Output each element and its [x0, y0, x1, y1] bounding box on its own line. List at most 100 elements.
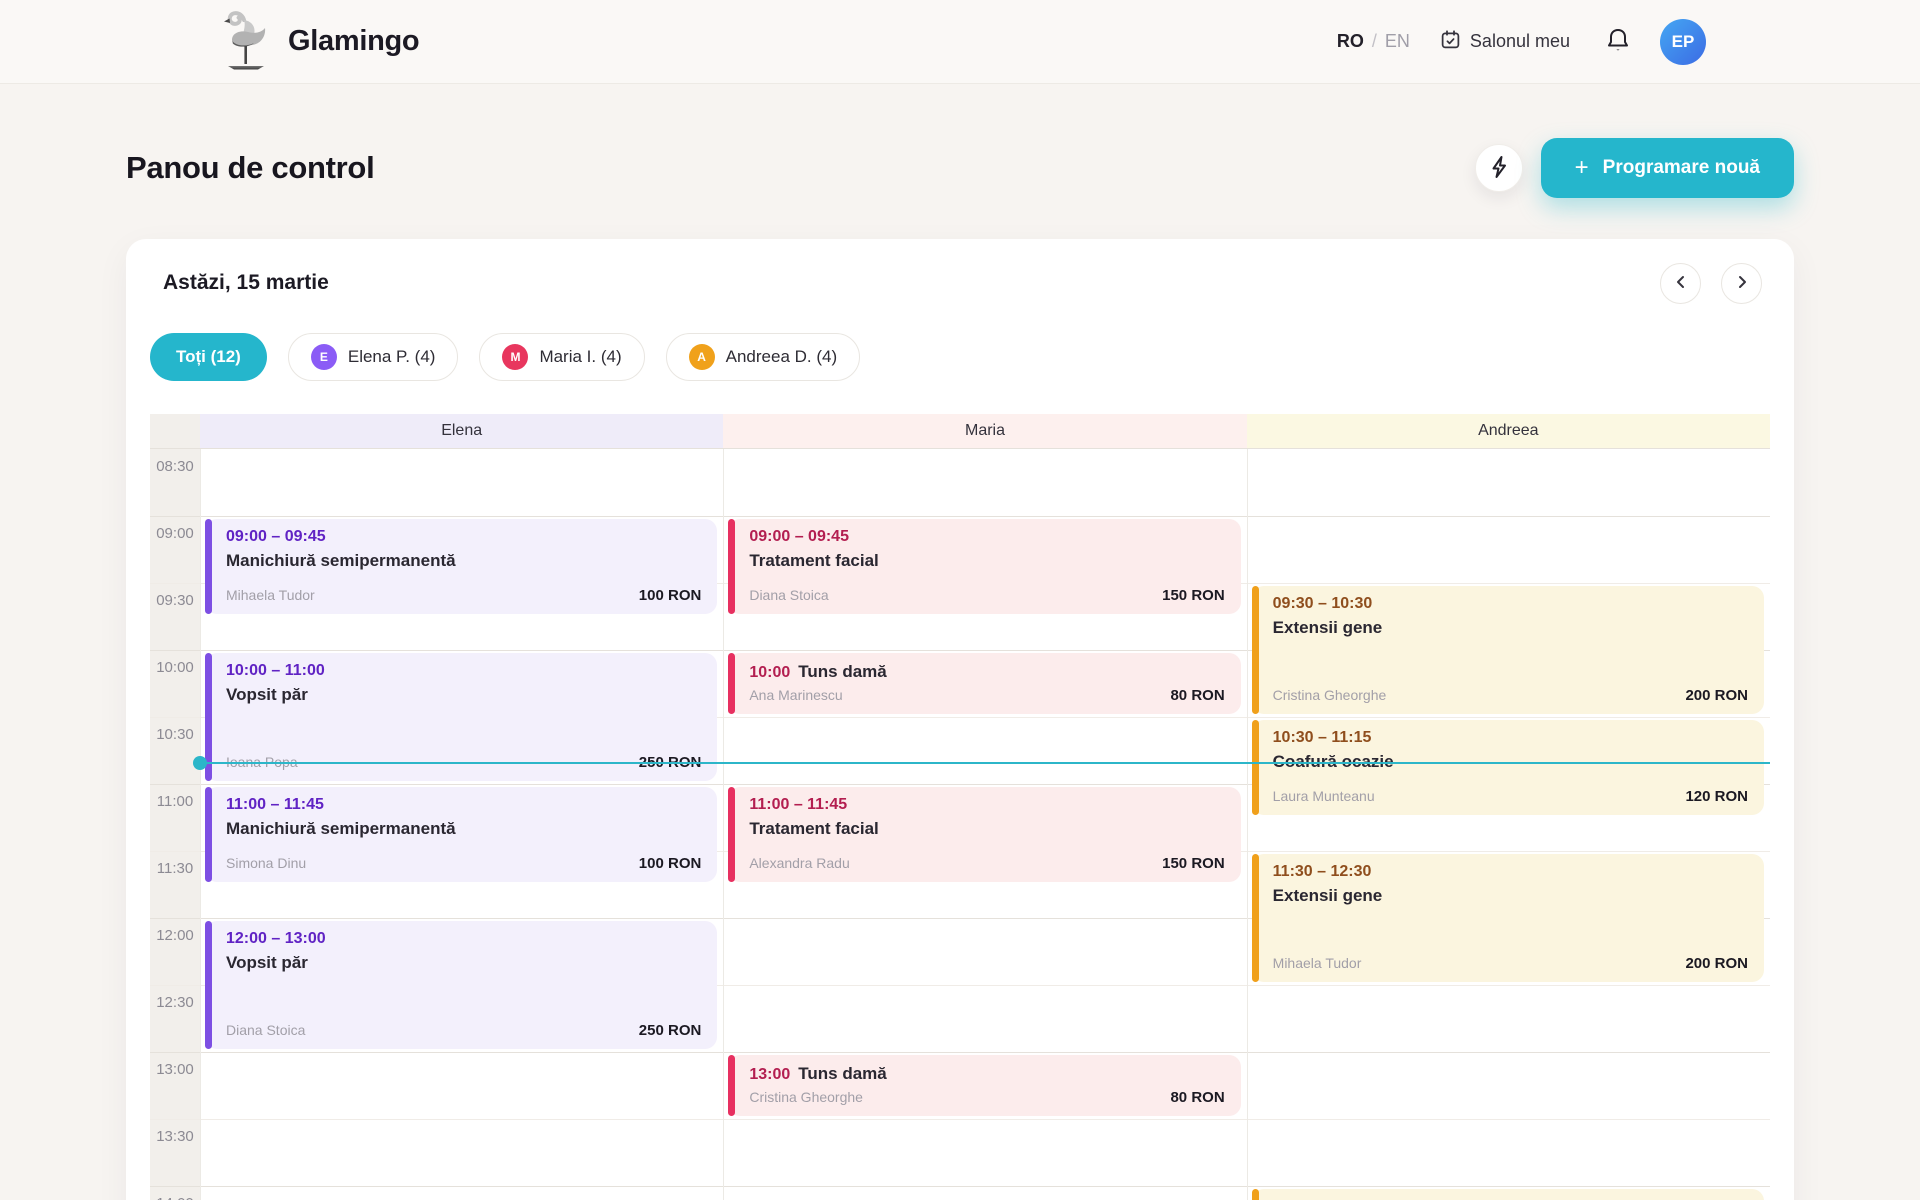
language-active[interactable]: RO	[1336, 31, 1364, 51]
appointment-footer: Cristina Gheorghe 80 RON	[749, 1089, 1224, 1106]
appointment-price: 80 RON	[1170, 1089, 1225, 1106]
current-time-dot	[193, 755, 207, 770]
appointment-accent-bar	[205, 921, 212, 1049]
appointment-client: Laura Munteanu	[1272, 787, 1375, 804]
column-header-elena: Elena	[200, 414, 724, 448]
appointment-service: Coafură ocazie	[1272, 752, 1394, 771]
appointment-card[interactable]: 12:00 – 13:00 Vopsit păr Diana Stoica 250 R…	[205, 921, 718, 1049]
filter-chip-label: Andreea D. (4)	[725, 347, 838, 366]
appointment-price: 200 RON	[1685, 687, 1748, 704]
appointment-time: 13:00	[749, 1066, 791, 1083]
filter-chip-all[interactable]: Toți (12)	[150, 333, 267, 381]
appointment-footer: Laura Munteanu 120 RON	[1273, 788, 1748, 805]
appointment-main: 13:00 Tuns damă	[749, 1064, 1224, 1084]
chevron-left-icon	[1674, 275, 1688, 292]
grid-line	[150, 717, 1770, 718]
time-column-header	[150, 414, 200, 448]
page-title: Panou de control	[126, 150, 375, 185]
appointment-client: Mihaela Tudor	[1272, 955, 1362, 971]
time-label: 13:00	[156, 1061, 194, 1078]
filter-chip-andreea[interactable]: A Andreea D. (4)	[665, 333, 861, 381]
filter-chip-maria[interactable]: M Maria I. (4)	[479, 333, 645, 381]
appointment-time: 11:00 – 11:45	[226, 796, 324, 813]
appointment-time: 09:00 – 09:45	[749, 528, 849, 545]
appointment-client: Cristina Gheorghe	[749, 1089, 863, 1105]
appointment-footer: Diana Stoica 250 RON	[226, 1022, 701, 1039]
appointment-client: Alexandra Radu	[749, 854, 850, 871]
previous-day-button[interactable]	[1660, 262, 1701, 304]
time-column: 08:30 09:00 09:30 10:00 10:30 11:00 11:30 12:00…	[150, 449, 200, 1200]
appointment-accent-bar	[205, 653, 212, 781]
next-day-button[interactable]	[1721, 262, 1762, 304]
appointment-time: 11:00 – 11:45	[749, 796, 848, 813]
time-label: 14:00	[150, 1186, 200, 1200]
calendar-check-icon	[1440, 29, 1461, 55]
time-label: 09:30	[156, 592, 194, 609]
appointment-main: 09:00 – 09:45 Manichiură semipermanentă	[226, 528, 701, 571]
language-separator: /	[1371, 31, 1377, 51]
time-label: 13:30	[156, 1128, 194, 1145]
appointment-footer: Simona Dinu 100 RON	[226, 855, 701, 872]
language-inactive[interactable]: EN	[1384, 31, 1410, 51]
appointment-card[interactable]: 09:30 – 10:30 Extensii gene Cristina Gheor…	[1251, 586, 1764, 714]
language-switcher[interactable]: RO / EN	[1337, 31, 1410, 52]
page-content: Panou de control + Programare nouă	[0, 138, 1920, 1200]
time-label: 12:30	[156, 994, 194, 1011]
current-time-line	[193, 755, 1770, 770]
appointment-time: 10:00 – 11:00	[226, 662, 325, 679]
appointment-price: 100 RON	[638, 854, 702, 872]
appointment-price: 100 RON	[638, 586, 702, 604]
time-label: 12:00	[156, 927, 194, 944]
appointment-time: 12:00 – 13:00	[226, 930, 326, 947]
brand: Glamingo	[220, 8, 420, 75]
staff-avatar: A	[688, 344, 715, 370]
appointment-accent-bar	[1251, 1189, 1259, 1200]
salon-menu-label: Salonul meu	[1469, 31, 1570, 51]
appointment-service: Manichiură semipermanentă	[226, 819, 456, 838]
grid-line	[150, 1052, 1770, 1053]
appointment-card[interactable]: 10:00 Tuns damă Ana Marinescu 80 RON	[728, 653, 1241, 714]
quick-action-button[interactable]	[1474, 144, 1523, 192]
salon-menu[interactable]: Salonul meu	[1440, 29, 1570, 55]
appointment-price: 150 RON	[1162, 854, 1225, 872]
user-avatar[interactable]: EP	[1660, 18, 1706, 65]
new-appointment-label: Programare nouă	[1602, 157, 1760, 178]
appointment-card[interactable]: 11:00 – 11:45 Manichiură semipermanentă Si…	[205, 787, 718, 882]
appointment-main: 14:00 – 14:45	[1273, 1198, 1748, 1200]
filter-chip-elena[interactable]: E Elena P. (4)	[287, 333, 459, 381]
appointment-card[interactable]: 11:30 – 12:30 Extensii gene Mihaela Tudor 2…	[1251, 854, 1764, 982]
appointment-card[interactable]: 13:00 Tuns damă Cristina Gheorghe 80 RON	[728, 1055, 1241, 1116]
appointment-main: 10:00 Tuns damă	[749, 662, 1224, 682]
appointment-card[interactable]: 09:00 – 09:45 Tratament facial Diana Stoic…	[728, 519, 1241, 614]
notifications-button[interactable]	[1606, 27, 1630, 56]
appointment-time: 14:00 – 14:45	[1273, 1198, 1748, 1200]
new-appointment-button[interactable]: + Programare nouă	[1540, 138, 1794, 198]
appointment-card[interactable]: 11:00 – 11:45 Tratament facial Alexandra R…	[728, 787, 1241, 882]
appointment-main: 11:30 – 12:30 Extensii gene	[1273, 863, 1748, 906]
time-label: 10:00	[156, 659, 194, 676]
appointment-footer: Mihaela Tudor 100 RON	[226, 587, 701, 604]
grid-line	[150, 985, 1770, 986]
schedule-board: Astăzi, 15 martie Toți (12) E Elena P. (4)…	[126, 239, 1794, 1200]
appointment-card[interactable]: 14:00 – 14:45	[1251, 1189, 1764, 1200]
appointment-client: Ana Marinescu	[749, 687, 843, 703]
appointment-card[interactable]: 09:00 – 09:45 Manichiură semipermanentă Mi…	[205, 519, 718, 614]
appointment-card[interactable]: 10:30 – 11:15 Coafură ocazie Laura Muntean…	[1251, 720, 1764, 815]
appointment-main: 11:00 – 11:45 Tratament facial	[749, 796, 1224, 839]
brand-name: Glamingo	[288, 25, 420, 57]
board-header: Astăzi, 15 martie	[150, 261, 1770, 305]
column-header-andreea: Andreea	[1246, 414, 1770, 448]
appointment-accent-bar	[1251, 854, 1259, 982]
appointment-service: Tratament facial	[749, 819, 879, 838]
appointment-price: 200 RON	[1685, 955, 1748, 972]
appointment-time: 09:00 – 09:45	[226, 528, 326, 545]
appointment-footer: Cristina Gheorghe 200 RON	[1273, 687, 1748, 704]
appointment-service: Tuns damă	[798, 662, 887, 681]
calendar-header-row: Elena Maria Andreea	[150, 414, 1770, 449]
appointment-price: 80 RON	[1170, 687, 1225, 704]
appointment-accent-bar	[728, 519, 736, 614]
appointment-client: Mihaela Tudor	[226, 586, 315, 603]
appointment-main: 09:30 – 10:30 Extensii gene	[1273, 595, 1748, 638]
staff-filters: Toți (12) E Elena P. (4) M Maria I. (4) A Andr…	[150, 333, 1770, 381]
appointment-price: 250 RON	[638, 1022, 702, 1039]
